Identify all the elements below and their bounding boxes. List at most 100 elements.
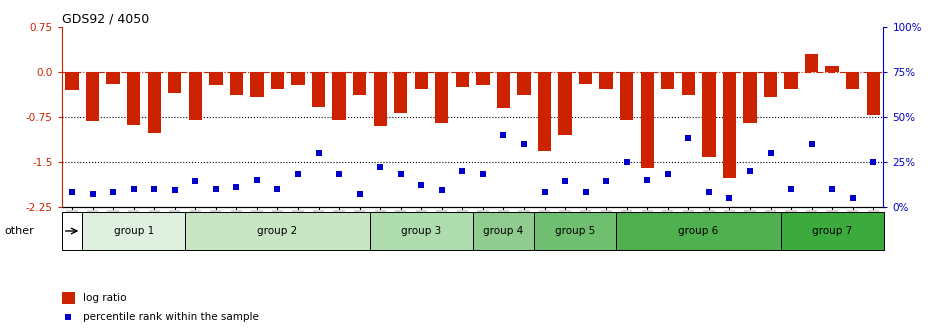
- Point: [229, 184, 244, 190]
- Bar: [559, 72, 572, 135]
- Point: [146, 186, 162, 192]
- Bar: [209, 72, 222, 85]
- Point: [846, 195, 861, 200]
- Point: [332, 172, 347, 177]
- Point: [291, 172, 306, 177]
- Bar: [599, 72, 613, 89]
- Bar: [62, 212, 83, 250]
- Bar: [168, 72, 181, 93]
- Bar: [620, 72, 634, 120]
- Bar: [292, 72, 305, 85]
- Point: [681, 136, 696, 141]
- Point: [167, 188, 182, 193]
- Bar: [230, 72, 243, 95]
- Point: [85, 192, 100, 197]
- Point: [784, 186, 799, 192]
- Bar: [534, 212, 617, 250]
- Point: [742, 168, 757, 173]
- Bar: [332, 72, 346, 120]
- Point: [65, 190, 80, 195]
- Bar: [66, 72, 79, 90]
- Point: [660, 172, 675, 177]
- Text: GDS92 / 4050: GDS92 / 4050: [62, 13, 149, 26]
- Point: [825, 186, 840, 192]
- Bar: [370, 212, 473, 250]
- Bar: [640, 72, 654, 168]
- Text: group 5: group 5: [555, 226, 596, 236]
- Bar: [702, 72, 715, 157]
- Bar: [147, 72, 161, 133]
- Bar: [497, 72, 510, 108]
- Bar: [764, 72, 777, 97]
- Bar: [62, 292, 75, 304]
- Bar: [435, 72, 448, 123]
- Bar: [866, 72, 880, 115]
- Bar: [518, 72, 531, 95]
- Point: [722, 195, 737, 200]
- Point: [393, 172, 408, 177]
- Bar: [189, 72, 202, 120]
- Bar: [373, 72, 387, 126]
- Point: [455, 168, 470, 173]
- Point: [537, 190, 552, 195]
- Bar: [682, 72, 695, 95]
- Point: [598, 179, 614, 184]
- Point: [352, 192, 368, 197]
- Point: [105, 190, 121, 195]
- Point: [701, 190, 716, 195]
- Bar: [83, 212, 185, 250]
- Point: [413, 182, 428, 188]
- Bar: [473, 212, 534, 250]
- Point: [639, 177, 655, 182]
- Bar: [661, 72, 674, 89]
- Bar: [185, 212, 370, 250]
- Point: [270, 186, 285, 192]
- Bar: [617, 212, 781, 250]
- Bar: [394, 72, 408, 113]
- Point: [496, 132, 511, 137]
- Bar: [414, 72, 428, 89]
- Point: [619, 159, 635, 164]
- Bar: [456, 72, 469, 87]
- Point: [61, 314, 76, 320]
- Text: group 6: group 6: [678, 226, 719, 236]
- Point: [763, 150, 778, 155]
- Bar: [250, 72, 263, 97]
- Point: [188, 179, 203, 184]
- Text: group 7: group 7: [812, 226, 852, 236]
- Bar: [723, 72, 736, 178]
- Bar: [106, 72, 120, 84]
- Bar: [86, 72, 99, 121]
- Point: [208, 186, 223, 192]
- Point: [434, 188, 449, 193]
- Point: [865, 159, 881, 164]
- Text: group 1: group 1: [114, 226, 154, 236]
- Bar: [781, 212, 884, 250]
- Point: [311, 150, 326, 155]
- Bar: [538, 72, 551, 151]
- Point: [475, 172, 490, 177]
- Bar: [805, 54, 818, 72]
- Point: [517, 141, 532, 146]
- Bar: [826, 66, 839, 72]
- Bar: [846, 72, 860, 89]
- Bar: [312, 72, 325, 107]
- Text: group 4: group 4: [484, 226, 523, 236]
- Text: group 3: group 3: [401, 226, 442, 236]
- Point: [126, 186, 142, 192]
- Point: [804, 141, 819, 146]
- Text: percentile rank within the sample: percentile rank within the sample: [84, 312, 259, 322]
- Bar: [785, 72, 798, 89]
- Bar: [579, 72, 592, 84]
- Bar: [476, 72, 489, 85]
- Text: other: other: [5, 226, 34, 236]
- Point: [249, 177, 264, 182]
- Text: log ratio: log ratio: [84, 293, 126, 303]
- Point: [372, 164, 388, 170]
- Bar: [271, 72, 284, 89]
- Bar: [353, 72, 367, 95]
- Point: [558, 179, 573, 184]
- Bar: [127, 72, 141, 125]
- Point: [578, 190, 593, 195]
- Text: group 2: group 2: [257, 226, 297, 236]
